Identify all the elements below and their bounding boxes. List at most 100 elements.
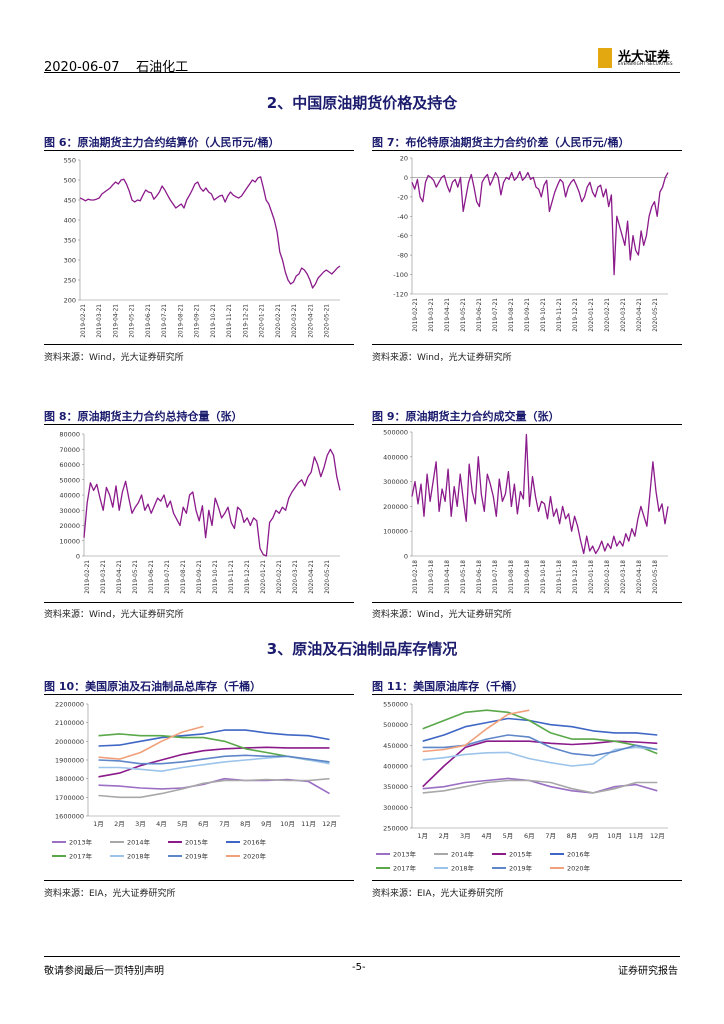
footer-report-type: 证券研究报告	[618, 966, 678, 977]
x-tick-label: 2020-03-18	[621, 560, 627, 594]
x-tick-label: 2019-02-21	[85, 560, 91, 594]
legend-label: 2015年	[185, 838, 209, 847]
y-tick-label: 20	[400, 155, 408, 163]
figure-10-rule	[44, 694, 354, 695]
y-tick-label: 350000	[383, 783, 408, 791]
x-tick-label: 4月	[156, 820, 167, 828]
series-line	[411, 170, 669, 276]
x-tick-label: 2019-07-21	[493, 298, 499, 332]
y-tick-label: 40000	[59, 492, 80, 500]
x-tick-label: 2月	[439, 832, 450, 840]
x-tick-label: 2020-05-21	[325, 304, 331, 338]
figure-9-chart: 0 100000 200000 300000 400000 500000 2019-02-1…	[372, 426, 682, 602]
y-tick-label: -120	[393, 291, 408, 299]
y-tick-label: 300000	[383, 478, 408, 486]
series-line-2020年	[422, 709, 530, 753]
y-tick-label: 450	[64, 197, 76, 205]
legend-label: 2017年	[69, 852, 93, 861]
x-tick-label: 2019-11-21	[227, 304, 233, 338]
figure-7-source: 资料来源：Wind，光大证券研究所	[372, 353, 512, 363]
figure-9-title: 图 9：原油期货主力合约成交量（张）	[372, 410, 560, 423]
y-tick-label: 250	[64, 277, 76, 285]
x-tick-label: 7月	[545, 832, 556, 840]
figure-6-bottom-rule	[44, 344, 354, 345]
x-tick-label: 2020-02-21	[277, 560, 283, 594]
y-tick-label: 70000	[59, 446, 80, 454]
x-tick-label: 2020-03-21	[292, 304, 298, 338]
y-tick-label: 500000	[383, 721, 408, 729]
x-tick-label: 2019-11-21	[557, 298, 563, 332]
legend-label: 2016年	[567, 850, 591, 859]
x-tick-label: 2019-05-21	[130, 304, 136, 338]
figure-11-bottom-rule	[372, 880, 682, 881]
x-tick-label: 2月	[114, 820, 125, 828]
x-tick-label: 2019-10-18	[541, 560, 547, 594]
figure-7-title: 图 7：布伦特原油期货主力合约价差（人民币元/桶）	[372, 136, 630, 149]
series-line-2013年	[422, 777, 658, 794]
section-title-inventory: 3、原油及石油制品库存情况	[266, 640, 458, 658]
footer-disclaimer: 敬请参阅最后一页特别声明	[44, 966, 164, 977]
x-tick-label: 2019-04-18	[445, 560, 451, 594]
figure-10-svg: 1600000 1700000 1800000 1900000 2000000 21000…	[52, 701, 340, 861]
x-tick-label: 2020-05-21	[325, 560, 331, 594]
figure-8-rule	[44, 424, 354, 425]
figure-9-svg: 0 100000 200000 300000 400000 500000 2019-02-1…	[383, 429, 669, 594]
x-tick-label: 2019-10-21	[211, 304, 217, 338]
figure-6-title: 图 6：原油期货主力合约结算价（人民币元/桶）	[44, 136, 280, 149]
y-tick-label: -80	[397, 252, 408, 260]
series-line-2014年	[98, 777, 330, 799]
figure-7-bottom-rule	[372, 344, 682, 345]
report-date: 2020-06-07	[44, 60, 120, 75]
x-tick-label: 12月	[650, 832, 665, 840]
y-tick-label: 550000	[383, 701, 408, 709]
legend-label: 2019年	[185, 852, 209, 861]
x-tick-label: 2019-12-21	[243, 304, 249, 338]
y-tick-label: 100000	[383, 528, 408, 536]
figure-8-svg: 0 10000 20000 30000 40000 50000 60000 70000 8000…	[59, 431, 341, 594]
logo-subtext: EVERBRIGHT SECURITIES	[618, 61, 673, 66]
x-tick-label: 11月	[629, 832, 644, 840]
y-tick-label: 300000	[383, 804, 408, 812]
y-tick-label: -60	[397, 232, 408, 240]
x-tick-label: 9月	[588, 832, 599, 840]
figure-8-chart: 0 10000 20000 30000 40000 50000 60000 70000 8000…	[44, 426, 354, 602]
figure-11-source: 资料来源：EIA，光大证券研究所	[372, 889, 504, 899]
legend-label: 2020年	[243, 852, 267, 861]
x-tick-label: 2020-05-21	[653, 298, 659, 332]
x-tick-label: 2020-04-21	[309, 560, 315, 594]
x-tick-label: 2019-08-21	[509, 298, 515, 332]
y-tick-label: 80000	[59, 431, 80, 439]
figure-10-chart: 1600000 1700000 1800000 1900000 2000000 21000…	[44, 696, 354, 880]
x-tick-label: 2020-03-21	[621, 298, 627, 332]
figure-8-source: 资料来源：Wind，光大证券研究所	[44, 610, 184, 620]
series-line	[79, 176, 341, 289]
y-tick-label: 1600000	[55, 813, 84, 821]
x-tick-label: 2020-01-21	[260, 304, 266, 338]
x-tick-label: 2019-11-18	[557, 560, 563, 594]
figure-11-svg: 250000 300000 350000 400000 450000 500000 5500…	[376, 701, 668, 873]
x-tick-label: 2019-12-21	[245, 560, 251, 594]
x-tick-label: 2019-05-21	[133, 560, 139, 594]
y-tick-label: -20	[397, 193, 408, 201]
series-line-2015年	[98, 746, 330, 778]
y-tick-label: 1700000	[55, 794, 84, 802]
x-tick-label: 4月	[481, 832, 492, 840]
y-tick-label: 1900000	[55, 757, 84, 765]
report-header: 2020-06-07 石油化工	[44, 56, 188, 75]
y-tick-label: 0	[404, 553, 408, 561]
y-tick-label: -40	[397, 213, 408, 221]
x-tick-label: 2019-09-21	[195, 304, 201, 338]
x-tick-label: 2019-04-21	[113, 304, 119, 338]
y-tick-label: 60000	[59, 461, 80, 469]
x-tick-label: 2019-06-21	[146, 304, 152, 338]
x-tick-label: 2019-09-21	[525, 298, 531, 332]
x-tick-label: 2020-01-18	[589, 560, 595, 594]
x-tick-label: 2019-07-21	[162, 304, 168, 338]
legend-label: 2019年	[509, 864, 533, 873]
x-tick-label: 2019-02-18	[413, 560, 419, 594]
x-tick-label: 2020-01-21	[589, 298, 595, 332]
x-tick-label: 1月	[93, 820, 104, 828]
y-tick-label: 200	[64, 297, 76, 305]
figure-10-source: 资料来源：EIA，光大证券研究所	[44, 889, 176, 899]
x-tick-label: 2019-02-21	[413, 298, 419, 332]
